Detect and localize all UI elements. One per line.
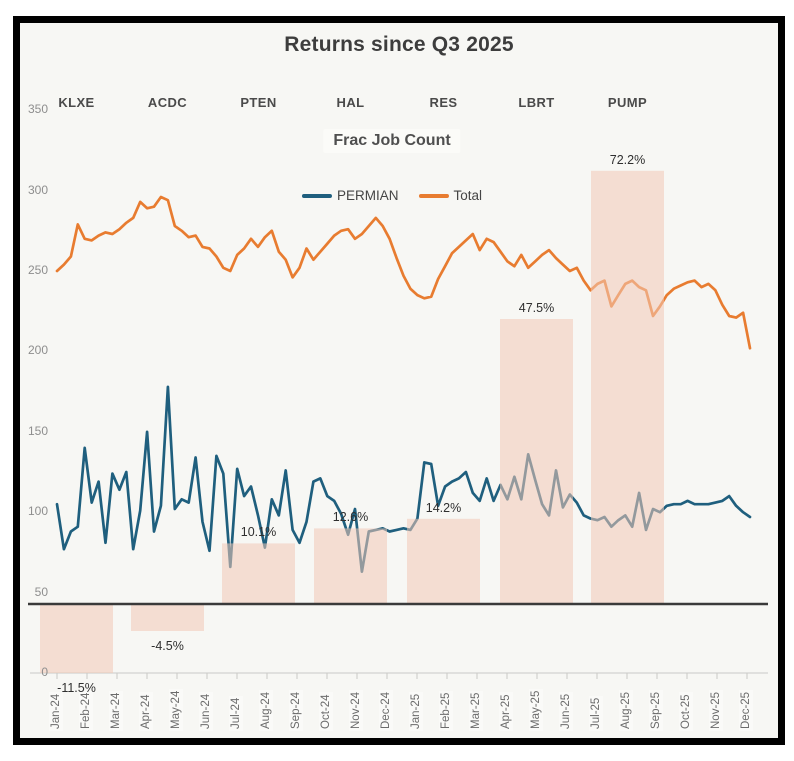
ticker-label-klxe: KLXE xyxy=(58,95,95,110)
legend: PERMIAN Total xyxy=(301,188,482,203)
x-axis-tick-feb-24: Feb-24 xyxy=(79,690,93,731)
ticker-label-res: RES xyxy=(429,95,458,110)
x-axis-tick-apr-24: Apr-24 xyxy=(139,692,153,731)
return-bar-hal xyxy=(314,528,387,604)
legend-swatch-total xyxy=(418,193,449,198)
x-axis-tick-aug-24: Aug-24 xyxy=(259,689,273,731)
return-bar-lbrt xyxy=(500,319,573,604)
x-axis-tick-sep-25: Sep-25 xyxy=(649,689,663,731)
x-axis-tick-apr-25: Apr-25 xyxy=(499,692,513,731)
legend-label: Total xyxy=(453,188,483,203)
y-axis-tick-150: 150 xyxy=(27,423,48,438)
bar-label-hal: 12.6% xyxy=(332,510,369,525)
ticker-label-pump: PUMP xyxy=(607,95,648,110)
x-axis-tick-mar-25: Mar-25 xyxy=(469,690,483,731)
bar-label-pump: 72.2% xyxy=(609,152,646,167)
legend-label: PERMIAN xyxy=(336,188,399,203)
axis-title-frac-job-count: Frac Job Count xyxy=(323,129,461,153)
return-bar-res xyxy=(407,518,480,604)
x-axis-tick-feb-25: Feb-25 xyxy=(439,690,453,731)
x-axis-tick-jan-25: Jan-25 xyxy=(409,691,423,731)
y-axis-tick-300: 300 xyxy=(27,182,48,197)
y-axis-tick-50: 50 xyxy=(34,584,48,599)
x-axis-tick-dec-25: Dec-25 xyxy=(739,689,753,731)
ticker-label-pten: PTEN xyxy=(240,95,277,110)
y-axis-tick-200: 200 xyxy=(27,343,48,358)
x-axis-tick-aug-25: Aug-25 xyxy=(619,689,633,731)
bar-label-pten: 10.1% xyxy=(240,525,277,540)
x-axis-tick-mar-24: Mar-24 xyxy=(109,690,123,731)
x-axis-tick-may-24: May-24 xyxy=(169,688,183,731)
ticker-label-acdc: ACDC xyxy=(147,95,188,110)
x-axis-tick-jul-25: Jul-25 xyxy=(589,695,603,731)
x-axis-tick-jun-24: Jun-24 xyxy=(199,691,213,731)
bar-label-res: 14.2% xyxy=(425,500,462,515)
x-axis-tick-oct-25: Oct-25 xyxy=(679,692,693,731)
ticker-label-hal: HAL xyxy=(336,95,365,110)
x-axis-tick-nov-25: Nov-25 xyxy=(709,689,723,731)
x-axis-tick-oct-24: Oct-24 xyxy=(319,692,333,731)
x-axis-tick-sep-24: Sep-24 xyxy=(289,689,303,731)
x-axis-tick-jan-24: Jan-24 xyxy=(49,691,63,731)
x-axis-tick-dec-24: Dec-24 xyxy=(379,689,393,731)
chart-title: Returns since Q3 2025 xyxy=(284,33,514,56)
return-bar-klxe xyxy=(40,604,113,673)
x-axis-tick-jul-24: Jul-24 xyxy=(229,695,243,731)
return-bar-pten xyxy=(222,543,295,604)
return-bar-acdc xyxy=(131,604,204,631)
ticker-label-lbrt: LBRT xyxy=(518,95,555,110)
return-bar-pump xyxy=(591,170,664,605)
legend-item-total[interactable]: Total xyxy=(418,188,482,203)
y-axis-tick-250: 250 xyxy=(27,263,48,277)
y-axis-tick-350: 350 xyxy=(27,102,48,117)
y-axis-tick-0: 0 xyxy=(41,665,48,679)
x-axis-tick-may-25: May-25 xyxy=(529,688,543,731)
y-axis-tick-100: 100 xyxy=(27,504,48,519)
x-axis-tick-jun-25: Jun-25 xyxy=(559,691,573,731)
bar-label-acdc: -4.5% xyxy=(151,639,184,653)
bar-label-lbrt: 47.5% xyxy=(518,301,555,315)
legend-swatch-permian xyxy=(301,193,332,198)
bar-label-klxe: -11.5% xyxy=(57,681,96,695)
legend-item-permian[interactable]: PERMIAN xyxy=(301,188,399,203)
x-axis-tick-nov-24: Nov-24 xyxy=(349,689,363,731)
